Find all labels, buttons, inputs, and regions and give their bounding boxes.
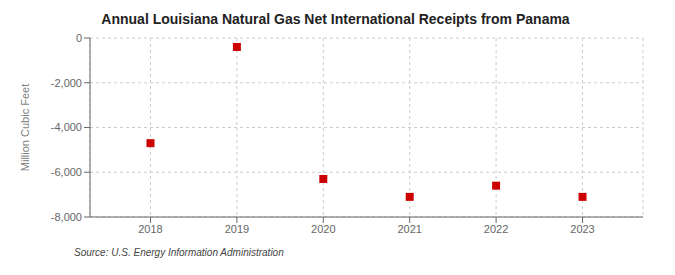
svg-text:2020: 2020 <box>311 223 335 235</box>
svg-text:-4,000: -4,000 <box>51 121 82 133</box>
svg-text:2018: 2018 <box>138 223 162 235</box>
svg-text:-6,000: -6,000 <box>51 166 82 178</box>
svg-text:2019: 2019 <box>225 223 249 235</box>
svg-text:-2,000: -2,000 <box>51 77 82 89</box>
svg-text:0: 0 <box>76 32 82 44</box>
html-text:Source: U.S. Energy Informatio: Source: U.S. Energy Information Administ… <box>74 247 284 258</box>
svg-text:Million Cubic Feet: Million Cubic Feet <box>19 84 31 171</box>
html-text:Annual Louisiana Natural Gas N: Annual Louisiana Natural Gas Net Interna… <box>101 11 570 27</box>
svg-text:-8,000: -8,000 <box>51 211 82 223</box>
svg-text:2021: 2021 <box>397 223 421 235</box>
svg-text:2022: 2022 <box>484 223 508 235</box>
svg-text:2023: 2023 <box>570 223 594 235</box>
